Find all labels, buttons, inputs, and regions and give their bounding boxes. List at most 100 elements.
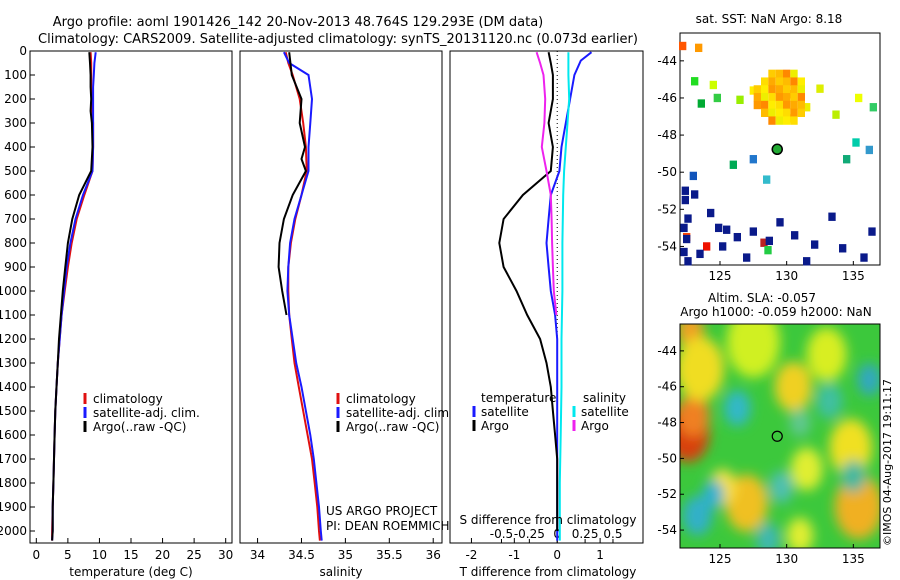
sst-cold-cell-9 — [723, 225, 731, 234]
s-tick-label: -0.5 — [490, 527, 513, 541]
legend-title-salinity: salinity — [583, 391, 626, 405]
sla-blob-9 — [725, 474, 769, 532]
sla-map-title: Altim. SLA: -0.057 — [708, 291, 816, 305]
y-tick-label: 400 — [4, 140, 27, 154]
float-location-marker-sla — [771, 430, 783, 442]
temperature-lines — [51, 52, 97, 541]
legend-label-salinity-1: Argo — [581, 419, 609, 433]
sst-warm-cell — [753, 85, 761, 94]
sst-warm-cell — [775, 77, 783, 86]
sst-cold-cell-15 — [791, 231, 799, 240]
sla-blob-18 — [841, 460, 866, 493]
sst-cold-cell-19 — [860, 253, 868, 262]
sla-blob-8 — [834, 474, 880, 540]
sst-cell-19 — [729, 160, 737, 169]
sst-warm-cell — [790, 85, 798, 94]
float-location-marker — [771, 143, 783, 156]
sst-cold-cell-22 — [696, 249, 704, 259]
sst-cell-6 — [736, 95, 744, 104]
sst-warm-cell — [790, 108, 798, 117]
sla-blob-16 — [857, 363, 880, 396]
sla-blob-15 — [769, 470, 794, 504]
sst-cold-cell-24 — [803, 257, 811, 266]
x-tick-label: 35.5 — [376, 548, 403, 562]
y-tick-label: 900 — [4, 260, 27, 274]
sst-cold-cell-20 — [868, 227, 876, 236]
header-line1: Argo profile: aoml 1901426_142 20-Nov-20… — [53, 15, 544, 30]
header-line2: Climatology: CARS2009. Satellite-adjuste… — [38, 32, 638, 47]
legend-label-1: satellite-adj. clim. — [93, 406, 200, 420]
sst-cold-cell-1 — [681, 195, 689, 205]
x-tick-label: 25 — [186, 548, 201, 562]
map-y-tick-label: -54 — [657, 239, 677, 253]
sst-cell-26 — [764, 245, 772, 255]
sst-warm-cell — [775, 85, 783, 94]
sst-warm-cell — [790, 116, 798, 125]
legend-label-salinity-0: satellite — [581, 405, 629, 419]
x-tick-label: 15 — [123, 548, 138, 562]
salinity-difference-ticks: -0.5 -0.25 0 0.25 0.5 — [490, 527, 623, 543]
map-y-tick-label: -48 — [657, 128, 677, 142]
series-line-2 — [51, 52, 94, 541]
sst-cell-4 — [697, 99, 705, 108]
sla-blob-6 — [806, 327, 847, 382]
sst-cold-cell-0 — [681, 186, 689, 195]
x-tick-label: 5 — [64, 548, 72, 562]
sst-warm-cell — [761, 93, 769, 102]
sst-cold-cell-14 — [776, 218, 784, 227]
sst-warm-cell — [775, 69, 783, 79]
sla-map-subtitle: Argo h1000: -0.059 h2000: NaN — [680, 305, 872, 319]
sst-warm-cell — [797, 77, 805, 86]
sst-cell-5 — [713, 93, 721, 103]
sst-warm-cell — [775, 93, 783, 102]
salinity-lines — [277, 51, 323, 541]
map-y-tick-label: -44 — [657, 344, 677, 358]
sst-cell-18 — [865, 145, 873, 155]
sst-warm-cell — [790, 93, 798, 102]
sst-cold-cell-6 — [684, 257, 692, 266]
map-y-tick-label: -50 — [657, 165, 677, 179]
sst-cell-1 — [695, 43, 703, 53]
y-tick-label: 2000 — [0, 524, 27, 538]
map-x-tick-label: 125 — [709, 269, 732, 283]
x-tick-label: 10 — [92, 548, 107, 562]
difference-lines — [498, 51, 593, 541]
difference-panel: -2 -1 0 1 -0.5 -0.25 0 0.25 0.5 temperature sali… — [449, 50, 644, 579]
map-x-tick-label: 130 — [775, 552, 798, 566]
legend-label-0: climatology — [346, 392, 416, 406]
x-tick-label: 20 — [155, 548, 170, 562]
y-tick-label: 1800 — [0, 476, 27, 490]
s-tick-label: 0.5 — [603, 527, 622, 541]
x-tick-label: 35 — [338, 548, 353, 562]
y-tick-label: 1200 — [0, 332, 27, 346]
sst-cell-20 — [749, 155, 757, 164]
sst-warm-cell — [761, 85, 769, 94]
sst-warm-cell — [761, 77, 769, 86]
x-tick-label: 30 — [218, 548, 233, 562]
y-tick-label: 200 — [4, 92, 27, 106]
legend-label-2: Argo(..raw -QC) — [93, 420, 186, 434]
sst-warm-cell — [768, 116, 776, 125]
series-line-2 — [277, 52, 307, 316]
sla-map-axes: 125 130 135 -44 -46 -48 -50 -52 -54 — [657, 344, 864, 566]
x-tick-label: 0 — [32, 548, 40, 562]
series-line-1 — [283, 51, 323, 541]
temperature-panel: 0100200300400500600700800900100011001200… — [0, 44, 233, 579]
sst-cell-24 — [703, 242, 711, 251]
temperature-axis-label: temperature (deg C) — [69, 565, 192, 579]
sla-blob-5 — [774, 361, 812, 412]
sst-warm-cell — [761, 108, 769, 117]
sla-blob-12 — [724, 390, 751, 427]
sst-map-panel: sat. SST: NaN Argo: 8.18 125 130 135 -44 -46… — [657, 12, 881, 283]
sst-cold-cell-10 — [719, 242, 727, 251]
x-tick-label: 34 — [250, 548, 265, 562]
sst-cell-3 — [709, 80, 717, 90]
map-x-tick-label: 130 — [775, 269, 798, 283]
y-tick-label: 800 — [4, 236, 27, 250]
sst-warm-cell — [768, 69, 776, 79]
salinity-plot-frame — [239, 50, 443, 544]
map-y-tick-label: -46 — [657, 91, 677, 105]
sst-warm-cell — [797, 100, 805, 110]
temperature-axis: 0 5 10 15 20 25 30 — [32, 538, 233, 562]
